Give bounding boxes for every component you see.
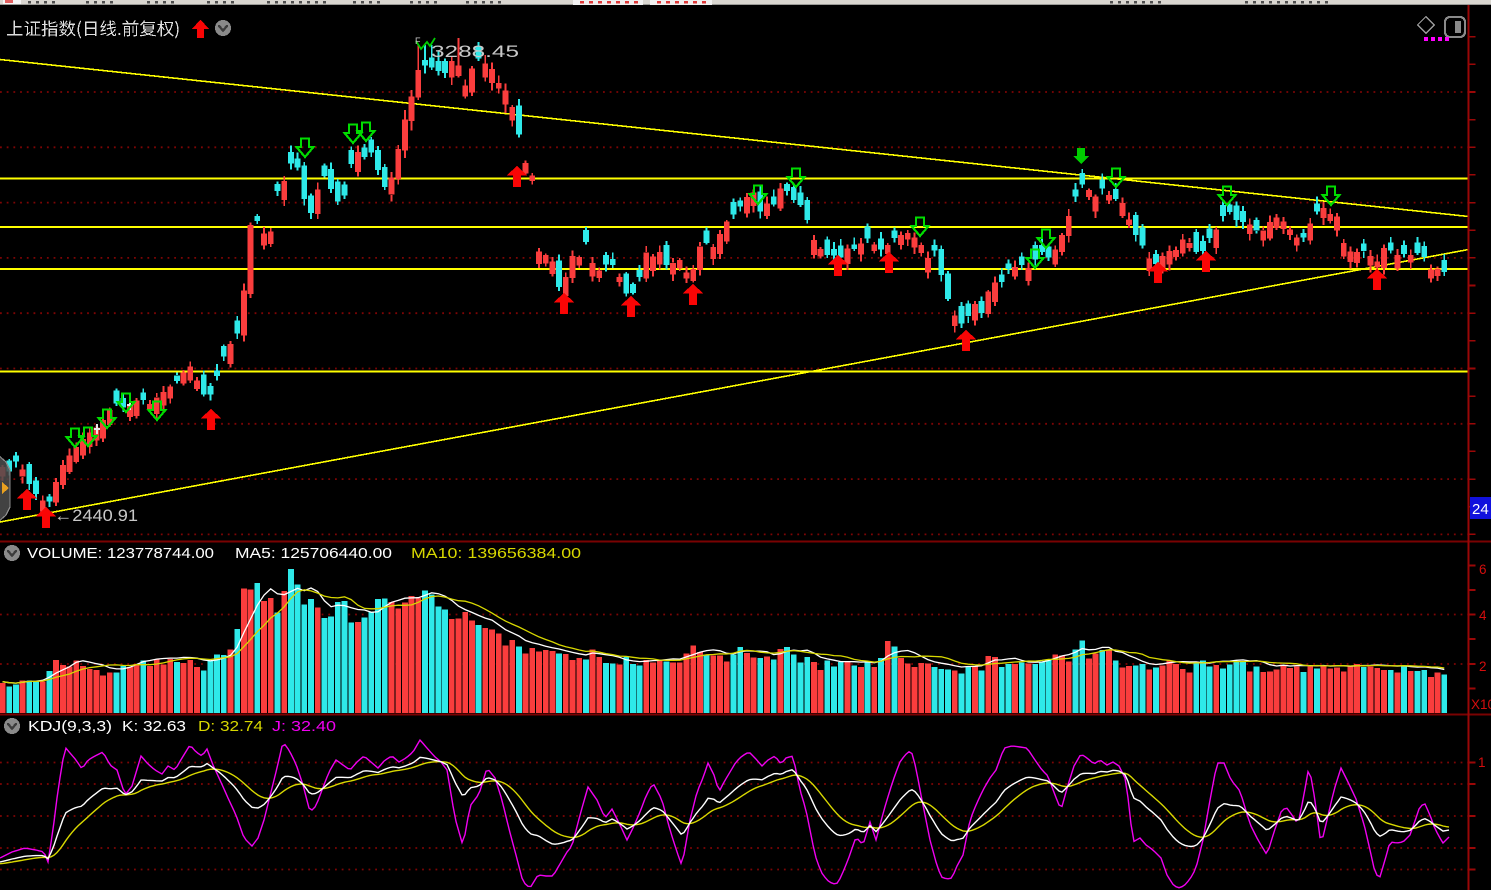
svg-text:KDJ(9,3,3): KDJ(9,3,3) xyxy=(28,718,112,735)
svg-text:MA10: 139656384.00: MA10: 139656384.00 xyxy=(411,545,581,562)
svg-text:MA5: 125706440.00: MA5: 125706440.00 xyxy=(235,545,392,562)
svg-text:X10: X10 xyxy=(1471,697,1491,712)
svg-text:1: 1 xyxy=(1478,755,1486,770)
svg-text:4: 4 xyxy=(1479,608,1487,623)
svg-text:2: 2 xyxy=(1479,659,1487,674)
svg-text:6: 6 xyxy=(1479,562,1487,577)
svg-text:3288.45: 3288.45 xyxy=(431,43,519,61)
svg-text:K: 32.63: K: 32.63 xyxy=(122,718,186,735)
svg-text:VOLUME: 123778744.00: VOLUME: 123778744.00 xyxy=(27,545,214,562)
svg-text:J: 32.40: J: 32.40 xyxy=(272,718,336,735)
svg-text:F: F xyxy=(415,36,421,46)
svg-text:←2440.91: ←2440.91 xyxy=(54,507,138,525)
svg-text:24: 24 xyxy=(1472,501,1489,518)
svg-text:D: 32.74: D: 32.74 xyxy=(198,718,263,735)
